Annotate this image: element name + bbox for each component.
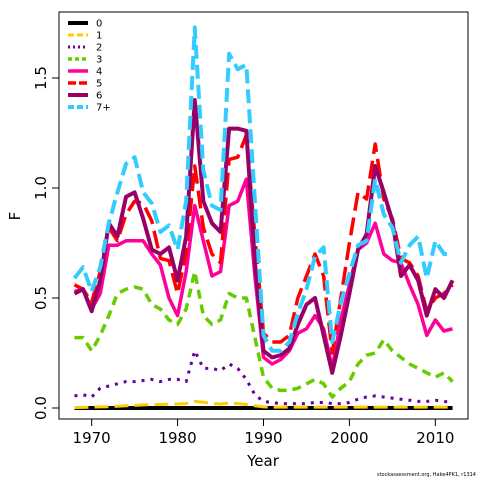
x-tick-label: 1970 bbox=[73, 429, 111, 447]
legend-item: 5 bbox=[68, 79, 102, 90]
y-tick-label: 0.0 bbox=[32, 396, 50, 420]
y-axis: 0.0 0.5 1.0 1.5 bbox=[32, 66, 60, 420]
series-line-7plus bbox=[72, 25, 453, 353]
legend-item: 7+ bbox=[68, 103, 111, 114]
legend-label: 2 bbox=[96, 43, 102, 54]
y-tick-label: 1.0 bbox=[32, 176, 50, 200]
x-tick-label: 2010 bbox=[416, 429, 454, 447]
x-axis: 1970 1980 1990 2000 2010 bbox=[73, 418, 454, 447]
y-axis-title: F bbox=[6, 212, 24, 221]
legend-item: 0 bbox=[68, 19, 102, 30]
legend-item: 2 bbox=[68, 43, 102, 54]
legend-label: 5 bbox=[96, 79, 102, 90]
x-axis-title: Year bbox=[246, 452, 280, 470]
legend-label: 0 bbox=[96, 19, 102, 30]
x-tick-label: 1990 bbox=[244, 429, 282, 447]
x-tick-label: 2000 bbox=[330, 429, 368, 447]
series-line-1 bbox=[74, 399, 453, 410]
legend-label: 7+ bbox=[96, 103, 111, 114]
y-tick-label: 1.5 bbox=[32, 66, 50, 90]
y-tick-label: 0.5 bbox=[32, 286, 50, 310]
legend-item: 1 bbox=[68, 31, 102, 42]
x-tick-label: 1980 bbox=[158, 429, 196, 447]
credit-text: stockassessment.org, Hake4PK1, r1314 bbox=[377, 472, 476, 478]
legend-label: 3 bbox=[96, 55, 102, 66]
series-line-3 bbox=[74, 269, 454, 399]
legend-item: 3 bbox=[68, 55, 102, 66]
legend-label: 4 bbox=[96, 67, 102, 78]
series-line-4 bbox=[74, 177, 453, 371]
legend-item: 6 bbox=[68, 91, 102, 102]
series-layer bbox=[72, 25, 455, 410]
legend-label: 1 bbox=[96, 31, 102, 42]
legend-item: 4 bbox=[68, 67, 102, 78]
legend-label: 6 bbox=[96, 91, 102, 102]
series-line-6 bbox=[73, 98, 455, 375]
